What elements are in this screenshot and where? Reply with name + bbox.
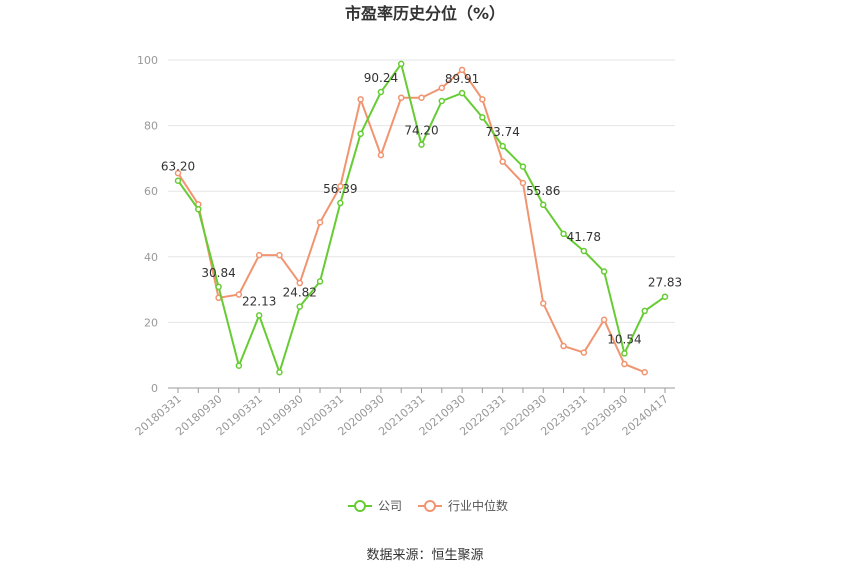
data-point-industry-median <box>255 251 263 259</box>
data-point-industry-median <box>540 300 547 307</box>
data-point-company <box>560 230 567 238</box>
data-point-company <box>458 89 466 97</box>
data-point-industry-median <box>621 360 628 368</box>
data-label: 90.24 <box>364 71 398 85</box>
data-point-industry-median <box>357 96 364 103</box>
data-label: 30.84 <box>201 266 235 280</box>
data-label: 56.39 <box>323 182 357 196</box>
data-point-industry-median <box>560 342 567 350</box>
data-point-industry-median <box>580 349 588 356</box>
data-point-company <box>621 350 628 357</box>
data-point-company <box>235 362 243 369</box>
legend-label-industry-median: 行业中位数 <box>448 498 508 513</box>
data-point-industry-median <box>174 169 182 177</box>
x-axis: 2018033120180930201903312019093020200331… <box>133 387 675 438</box>
data-point-industry-median <box>276 251 283 259</box>
data-point-industry-median <box>600 316 608 324</box>
data-label: 74.20 <box>404 124 438 138</box>
data-point-industry-median <box>458 66 466 74</box>
data-label: 73.74 <box>485 125 519 139</box>
data-point-company <box>337 199 344 207</box>
data-point-industry-median <box>235 291 243 298</box>
data-label: 63.20 <box>161 160 195 174</box>
data-point-industry-median <box>641 369 648 376</box>
y-tick-label: 40 <box>144 251 158 264</box>
data-point-company <box>418 141 425 148</box>
data-point-company <box>479 114 486 121</box>
data-label: 55.86 <box>526 184 560 198</box>
data-point-company <box>377 88 385 96</box>
data-point-company <box>276 369 283 376</box>
data-point-industry-median <box>519 179 527 187</box>
y-tick-label: 60 <box>144 185 158 198</box>
data-point-industry-median <box>438 84 446 92</box>
data-point-company <box>215 283 222 291</box>
data-point-company <box>661 293 669 300</box>
data-point-industry-median <box>499 158 506 165</box>
series-line-industry-median <box>177 68 646 374</box>
y-axis: 0 20 40 60 80 100 <box>137 54 158 395</box>
data-label: 10.54 <box>607 332 641 346</box>
data-point-industry-median <box>316 219 324 226</box>
data-point-company <box>499 142 506 150</box>
data-source: 数据来源：恒生聚源 <box>366 548 483 563</box>
data-point-company <box>540 201 547 209</box>
data-point-company <box>195 205 202 213</box>
chart-title: 市盈率历史分位（%） <box>345 4 505 23</box>
y-tick-label: 100 <box>137 54 158 67</box>
data-point-company <box>357 130 364 138</box>
data-label: 41.78 <box>567 230 601 244</box>
data-point-company <box>174 177 182 184</box>
y-tick-label: 20 <box>144 316 158 329</box>
data-point-industry-median <box>296 279 303 287</box>
data-point-company <box>519 163 527 170</box>
data-label: 22.13 <box>242 294 276 308</box>
data-point-company <box>641 307 648 315</box>
data-label: 24.82 <box>283 286 317 300</box>
y-tick-label: 80 <box>144 120 158 133</box>
legend[interactable]: 公司 行业中位数 <box>348 498 508 513</box>
data-point-company <box>580 247 588 255</box>
y-tick-label: 0 <box>151 382 158 395</box>
legend-marker-industry-median <box>424 500 436 512</box>
data-point-company <box>438 97 446 105</box>
data-point-company <box>600 268 608 275</box>
data-label: 27.83 <box>648 276 682 290</box>
series-layer <box>174 60 669 376</box>
legend-label-company: 公司 <box>378 499 402 513</box>
series-line-company <box>177 62 666 374</box>
data-point-industry-median <box>397 94 405 101</box>
data-label: 89.91 <box>445 72 479 86</box>
legend-marker-company <box>354 500 366 512</box>
data-point-industry-median <box>479 96 486 103</box>
data-point-industry-median <box>418 94 425 101</box>
data-point-company <box>296 303 303 310</box>
data-labels: 63.20 30.84 22.13 24.82 56.39 90.24 74.20 89.91… <box>161 71 682 346</box>
data-point-company <box>397 60 405 68</box>
data-point-company <box>316 278 324 285</box>
data-point-industry-median <box>377 151 385 159</box>
data-point-company <box>255 312 263 319</box>
data-point-industry-median <box>337 183 344 190</box>
